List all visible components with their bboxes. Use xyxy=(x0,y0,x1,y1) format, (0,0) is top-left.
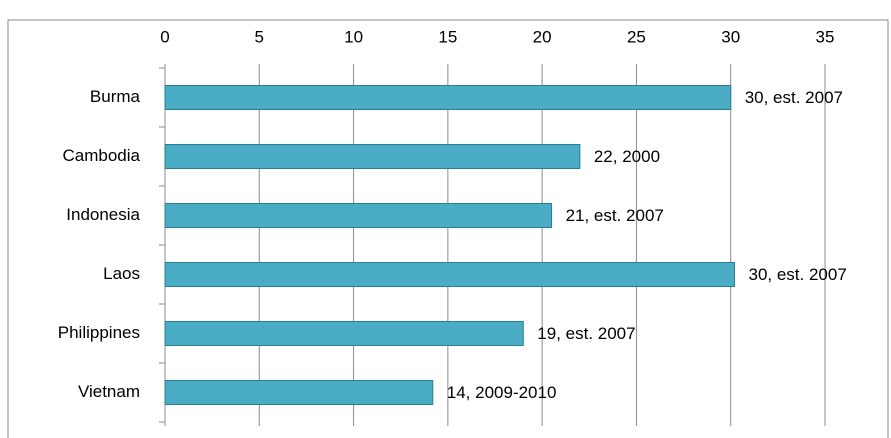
data-label: 22, 2000 xyxy=(594,147,660,166)
x-tick-label: 25 xyxy=(627,27,646,46)
bar xyxy=(164,144,581,169)
x-tick-label: 20 xyxy=(533,27,552,46)
x-tick-label: 15 xyxy=(438,27,457,46)
y-tick-label: Philippines xyxy=(58,323,140,342)
data-label: 19, est. 2007 xyxy=(537,324,635,343)
x-tick-label: 0 xyxy=(160,27,169,46)
y-tick-label: Vietnam xyxy=(78,382,140,401)
bar xyxy=(164,262,735,287)
y-tick-label: Burma xyxy=(90,87,141,106)
bar xyxy=(164,380,434,405)
data-label: 30, est. 2007 xyxy=(745,88,843,107)
bar xyxy=(164,85,732,110)
data-label: 30, est. 2007 xyxy=(748,265,846,284)
bar xyxy=(164,321,524,346)
x-tick-label: 5 xyxy=(255,27,264,46)
data-label: 21, est. 2007 xyxy=(566,206,664,225)
x-tick-label: 30 xyxy=(721,27,740,46)
y-tick-label: Cambodia xyxy=(63,146,141,165)
x-tick-label: 35 xyxy=(816,27,835,46)
y-tick-label: Laos xyxy=(103,264,140,283)
x-tick-label: 10 xyxy=(344,27,363,46)
data-label: 14, 2009-2010 xyxy=(447,383,557,402)
y-tick-label: Indonesia xyxy=(66,205,140,224)
bar xyxy=(164,203,553,228)
